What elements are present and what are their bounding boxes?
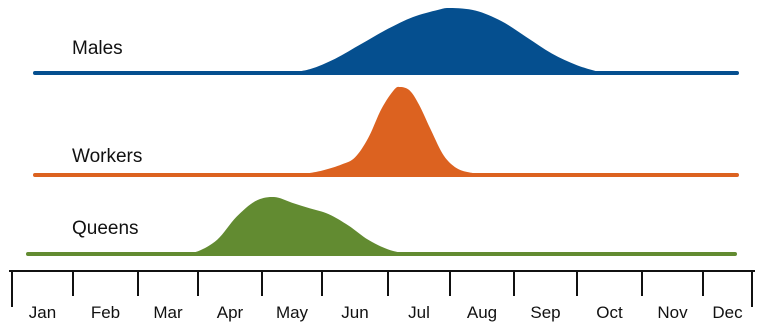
x-tick-label-may: May [276, 303, 309, 322]
area-queens [180, 196, 407, 254]
x-tick-label-jun: Jun [341, 303, 368, 322]
x-tick-label-sep: Sep [530, 303, 560, 322]
x-tick-label-nov: Nov [657, 303, 688, 322]
x-tick-label-jan: Jan [29, 303, 56, 322]
x-tick-label-aug: Aug [467, 303, 497, 322]
series-label-workers: Workers [72, 146, 142, 167]
x-tick-label-apr: Apr [217, 303, 244, 322]
x-tick-label-dec: Dec [712, 303, 743, 322]
series-queens: Queens [26, 196, 737, 256]
x-tick-label-feb: Feb [91, 303, 120, 322]
x-tick-label-jul: Jul [408, 303, 430, 322]
x-axis: Jan Feb Mar Apr May Jun Jul Aug Sep Oct Nov Dec [9, 270, 755, 322]
area-workers [298, 86, 489, 175]
series-label-males: Males [72, 38, 123, 59]
series-males: Males [33, 7, 739, 75]
x-tick-label-oct: Oct [596, 303, 623, 322]
area-males [286, 7, 603, 73]
series-workers: Workers [33, 86, 739, 177]
series-label-queens: Queens [72, 218, 139, 239]
series-layer: Males Workers Queens [26, 7, 739, 256]
x-tick-label-mar: Mar [153, 303, 183, 322]
